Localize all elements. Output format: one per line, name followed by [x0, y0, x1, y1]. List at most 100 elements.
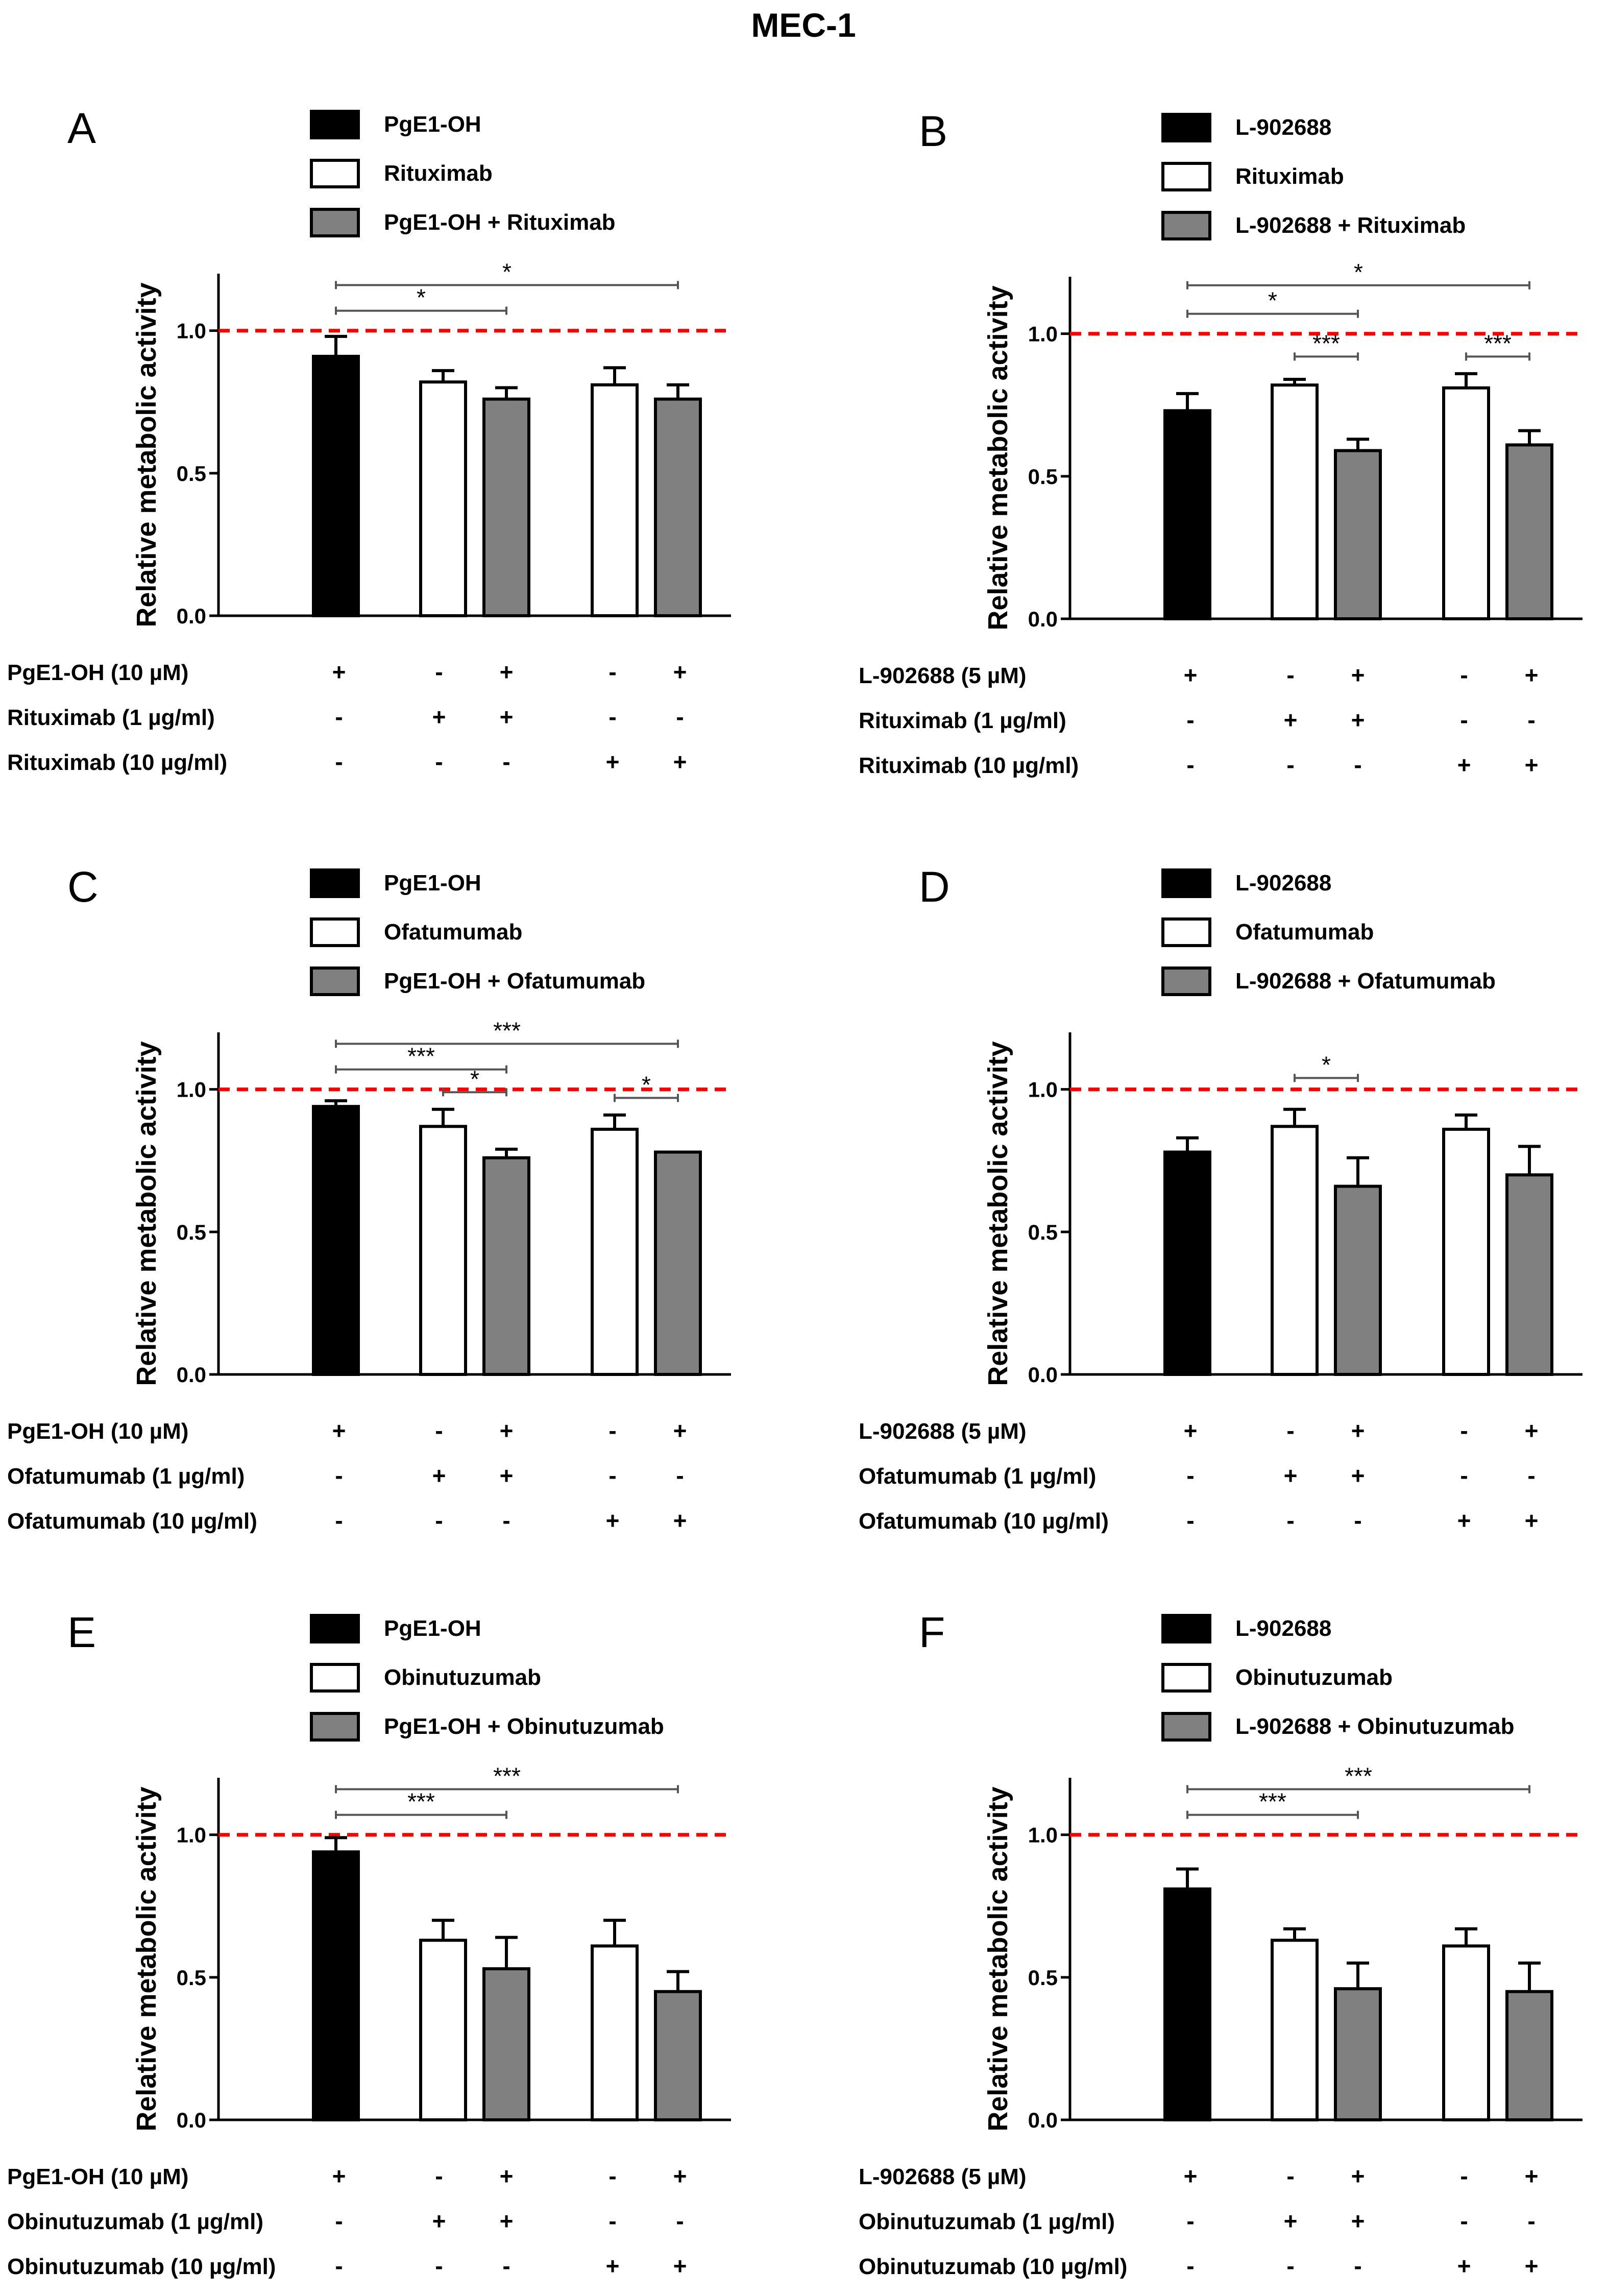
bar-4 [591, 1127, 639, 1376]
treatment-sign: - [335, 2208, 343, 2234]
legend-swatch-gray [310, 1712, 360, 1742]
legend-label: L-902688 [1235, 115, 1331, 140]
treatment-sign: - [435, 1507, 443, 1534]
legend-label: PgE1-OH + Ofatumumab [384, 969, 645, 994]
treatment-sign: + [500, 704, 514, 730]
y-tick-label: 0.5 [1028, 465, 1058, 489]
treatment-sign: - [608, 659, 616, 685]
bar-1 [1163, 1150, 1211, 1376]
treatment-sign: + [332, 659, 346, 685]
treatment-sign: - [1460, 2208, 1468, 2234]
significance-label: * [642, 1071, 651, 1098]
y-tick-label: 1.0 [177, 1078, 206, 1102]
treatment-sign: + [1525, 2163, 1539, 2189]
treatment-row-label: Rituximab (10 µg/ml) [859, 753, 1079, 778]
legend-swatch-gray [1161, 966, 1211, 996]
y-tick-label: 0.0 [177, 604, 206, 628]
treatment-sign: + [1457, 2253, 1471, 2279]
treatment-row-label: Rituximab (1 µg/ml) [7, 705, 215, 730]
legend-swatch-white [1161, 1663, 1211, 1693]
treatment-sign: - [1286, 662, 1294, 688]
legend-label: Rituximab [1235, 164, 1344, 189]
y-tick-label: 1.0 [177, 319, 206, 343]
treatment-sign: - [1186, 2208, 1194, 2234]
legend-swatch-black [1161, 1614, 1211, 1644]
bar-2 [419, 380, 467, 618]
treatment-sign: - [1186, 752, 1194, 778]
treatment-row-label: Obinutuzumab (1 µg/ml) [859, 2209, 1115, 2234]
legend-swatch-gray [310, 208, 360, 237]
bar-4 [1442, 1944, 1490, 2122]
bar-2 [1271, 1125, 1319, 1376]
bar-3 [482, 397, 530, 618]
y-axis-label: Relative metabolic activity [983, 1041, 1013, 1386]
bar-1 [1163, 1887, 1211, 2121]
legend-swatch-white [1161, 917, 1211, 947]
legend-swatch-black [310, 868, 360, 898]
treatment-sign: - [435, 1417, 443, 1444]
panel-letter: D [919, 863, 950, 911]
treatment-row-label: L-902688 (5 µM) [859, 1419, 1027, 1444]
legend-swatch-black [1161, 113, 1211, 142]
significance-label: * [417, 284, 426, 311]
treatment-sign: - [676, 2208, 684, 2234]
treatment-sign: - [608, 2163, 616, 2189]
treatment-row-label: PgE1-OH (10 µM) [7, 1419, 188, 1444]
treatment-sign: + [432, 1462, 446, 1489]
treatment-sign: + [1284, 707, 1298, 733]
panel-letter: E [67, 1608, 96, 1656]
treatment-sign: + [1351, 707, 1365, 733]
legend-label: L-902688 + Rituximab [1235, 213, 1466, 238]
treatment-sign: - [335, 1507, 343, 1534]
treatment-sign: + [673, 2163, 687, 2189]
y-tick-label: 1.0 [177, 1823, 206, 1847]
legend-label: Obinutuzumab [1235, 1665, 1393, 1690]
bar-5 [1505, 1173, 1553, 1376]
treatment-sign: + [1184, 1417, 1198, 1444]
treatment-sign: - [335, 1462, 343, 1489]
treatment-sign: + [606, 1507, 620, 1534]
bar-3 [1334, 1987, 1382, 2122]
treatment-row-label: PgE1-OH (10 µM) [7, 2164, 188, 2189]
legend-label: L-902688 [1235, 1616, 1331, 1641]
treatment-sign: + [500, 2163, 514, 2189]
treatment-sign: - [1460, 662, 1468, 688]
legend-label: PgE1-OH [384, 1616, 481, 1641]
significance-label: *** [1312, 330, 1340, 356]
panel-letter: B [919, 107, 947, 155]
treatment-sign: + [673, 2253, 687, 2279]
y-tick-label: 0.5 [1028, 1220, 1058, 1244]
treatment-sign: + [1525, 1417, 1539, 1444]
treatment-sign: - [676, 704, 684, 730]
significance-label: * [1268, 287, 1277, 314]
panel-d: D L-902688 Ofatumumab L-902688 + Ofatumumab… [859, 863, 1582, 1534]
treatment-sign: - [435, 659, 443, 685]
treatment-row-label: Obinutuzumab (1 µg/ml) [7, 2209, 263, 2234]
bar-5 [654, 397, 702, 618]
legend-label: L-902688 [1235, 871, 1331, 896]
y-tick-label: 0.0 [1028, 1363, 1058, 1387]
treatment-sign: - [676, 1462, 684, 1489]
treatment-sign: + [1457, 752, 1471, 778]
y-axis-label: Relative metabolic activity [131, 1786, 162, 2131]
treatment-sign: + [332, 2163, 346, 2189]
legend-label: Ofatumumab [384, 920, 522, 945]
y-tick-label: 0.0 [1028, 2108, 1058, 2132]
significance-label: *** [493, 1017, 521, 1044]
treatment-sign: - [435, 2253, 443, 2279]
panel-letter: F [919, 1608, 945, 1656]
treatment-row-label: Ofatumumab (1 µg/ml) [7, 1464, 245, 1489]
treatment-sign: - [1460, 1417, 1468, 1444]
figure-title: MEC-1 [751, 6, 856, 44]
treatment-sign: - [1186, 1507, 1194, 1534]
legend-swatch-black [310, 110, 360, 139]
panel-e: E PgE1-OH Obinutuzumab PgE1-OH + Obinutuzum… [7, 1608, 731, 2279]
treatment-sign: - [1286, 2163, 1294, 2189]
treatment-sign: - [1527, 1462, 1535, 1489]
treatment-sign: + [673, 659, 687, 685]
bar-1 [312, 354, 360, 618]
treatment-sign: + [1184, 2163, 1198, 2189]
legend-swatch-gray [1161, 1712, 1211, 1742]
treatment-row-label: Obinutuzumab (10 µg/ml) [7, 2254, 276, 2279]
